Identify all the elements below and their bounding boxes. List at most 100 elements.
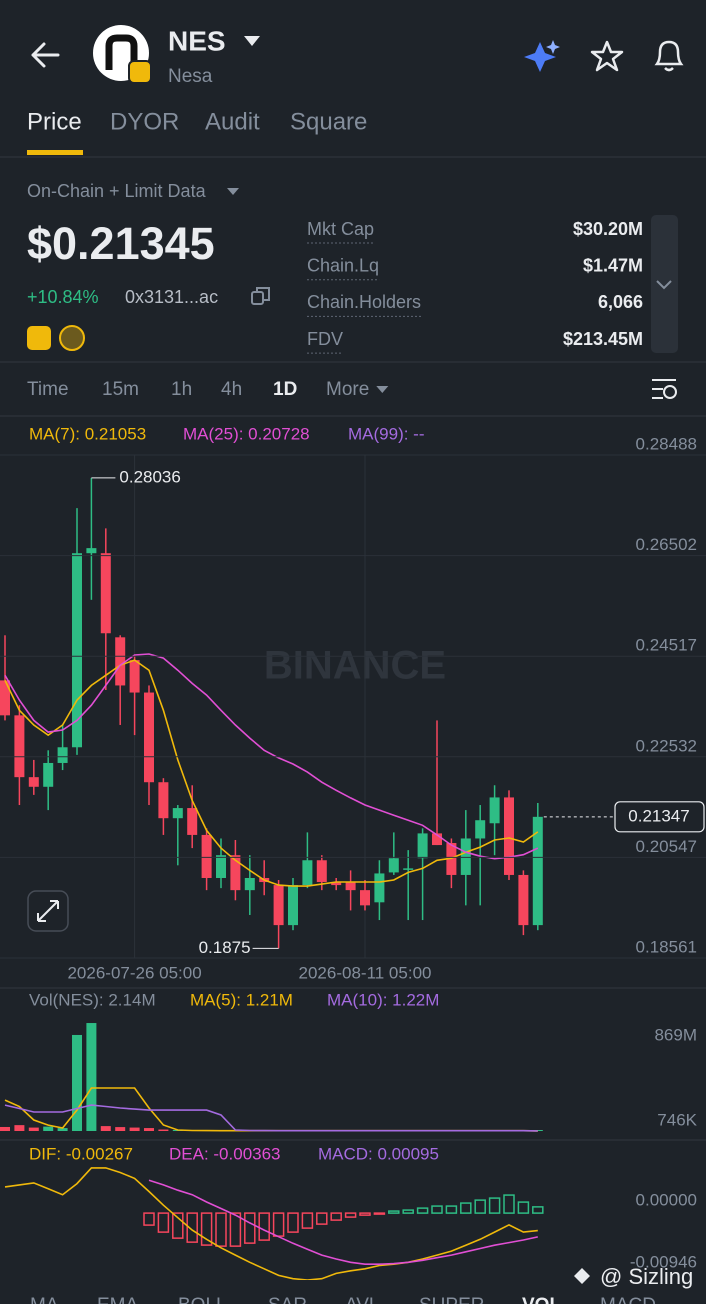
copy-button[interactable]: [251, 287, 270, 305]
source-dropdown[interactable]: [227, 188, 239, 195]
volume-bar: [129, 1127, 140, 1131]
macd-bar: [445, 1205, 458, 1214]
max-price-label: 0.28036: [119, 467, 180, 486]
interval[interactable]: 1D: [273, 379, 297, 400]
macd-bar: [431, 1205, 443, 1214]
macd-bar: [488, 1197, 501, 1214]
macd-bar: [244, 1212, 256, 1244]
volume-bar: [115, 1127, 126, 1131]
macd-bar: [215, 1212, 227, 1247]
candle-body: [504, 797, 514, 875]
volume-bar: [144, 1128, 154, 1131]
more-dropdown[interactable]: [376, 386, 389, 393]
macd-bar: [301, 1212, 314, 1229]
ma-line: [4, 659, 539, 887]
macd-bar: [402, 1209, 414, 1214]
macd-bar: [287, 1212, 299, 1233]
stat-label: Chain.Lq: [307, 255, 379, 275]
macd-bar: [200, 1212, 213, 1246]
tab[interactable]: DYOR: [110, 108, 179, 135]
credit-text: @ Sizling: [600, 1264, 693, 1289]
candle-body: [0, 680, 10, 716]
volume-bar: [0, 1126, 10, 1131]
stat-label: FDV: [307, 329, 343, 349]
interval[interactable]: Time: [27, 379, 69, 400]
tab[interactable]: Price: [27, 108, 82, 135]
volume-bar: [86, 1023, 97, 1131]
legend-item: MA(10): 1.22M: [327, 990, 439, 1009]
macd-bar: [316, 1212, 328, 1225]
indicator-tab[interactable]: MA: [30, 1295, 59, 1304]
stat-label: Mkt Cap: [307, 219, 374, 239]
candle-body: [388, 858, 399, 873]
tab[interactable]: Square: [290, 108, 367, 135]
candle-body: [158, 782, 169, 819]
price-change: +10.84%: [27, 287, 99, 307]
macd-bar: [532, 1206, 544, 1214]
expand-panel[interactable]: [651, 215, 678, 353]
macd-bar: [474, 1199, 486, 1214]
indicator-tab[interactable]: AVL: [345, 1295, 380, 1304]
token-symbol[interactable]: NES: [168, 25, 226, 56]
indicator-tab[interactable]: MACD: [600, 1295, 656, 1304]
legend-item: MA(25): 0.20728: [183, 424, 310, 443]
candle-body: [129, 660, 140, 693]
alert-button[interactable]: [654, 40, 684, 72]
indicator-tab[interactable]: EMA: [97, 1295, 139, 1304]
candle-body: [374, 873, 385, 903]
expand-chart[interactable]: [27, 890, 69, 932]
candle-body: [43, 762, 54, 787]
macd-line: [148, 1179, 538, 1265]
tab[interactable]: Audit: [205, 108, 260, 135]
candle-body: [28, 777, 39, 787]
y-tick-label: 746K: [657, 1110, 697, 1129]
symbol-dropdown[interactable]: [244, 36, 260, 46]
stat-value: 6,066: [598, 292, 643, 312]
indicator-tab[interactable]: SUPER: [419, 1295, 484, 1304]
macd-bar: [229, 1212, 242, 1247]
macd-bar: [272, 1212, 285, 1237]
active-tab-indicator: [27, 150, 83, 155]
indicator-tab[interactable]: BOLL: [178, 1295, 227, 1304]
macd-bar: [172, 1212, 184, 1239]
macd-bar: [416, 1207, 429, 1214]
data-source[interactable]: On-Chain + Limit Data: [27, 181, 207, 201]
candle-body: [288, 885, 298, 926]
indicator-tab[interactable]: VOL: [522, 1295, 561, 1304]
last-price-box: [614, 801, 705, 833]
interval[interactable]: 4h: [221, 379, 242, 400]
candle-body: [460, 838, 471, 875]
indicator-tab[interactable]: SAR: [268, 1295, 307, 1304]
candle-body: [14, 715, 25, 778]
y-tick-label: 0.26502: [636, 535, 697, 554]
interval[interactable]: 15m: [102, 379, 139, 400]
macd-bar: [503, 1194, 515, 1214]
candle-body: [201, 834, 212, 878]
volume-bar: [14, 1125, 25, 1131]
price-plot: [0, 455, 543, 958]
chart-settings[interactable]: [652, 379, 677, 399]
interval[interactable]: 1h: [171, 379, 192, 400]
expand-chevron[interactable]: [656, 280, 672, 290]
ai-button[interactable]: [524, 40, 560, 72]
macd-bar: [388, 1210, 400, 1214]
chain-badge: [27, 326, 51, 350]
macd-plot: [4, 1167, 544, 1280]
volume-bar: [57, 1128, 68, 1131]
x-tick-label: 2026-07-26 05:00: [67, 963, 201, 982]
candle-body: [532, 816, 543, 926]
candle-body: [72, 553, 82, 748]
favorite-button[interactable]: [590, 40, 624, 72]
macd-line: [4, 1167, 538, 1280]
volume-bar: [43, 1126, 54, 1131]
legend-item: DEA: -0.00363: [169, 1144, 281, 1163]
candle-body: [86, 548, 97, 554]
candle-body: [230, 855, 241, 891]
interval[interactable]: More: [326, 379, 369, 400]
candle-body: [432, 833, 442, 846]
legend-item: MACD: 0.00095: [318, 1144, 439, 1163]
legend-item: DIF: -0.00267: [29, 1144, 133, 1163]
macd-bar: [517, 1201, 530, 1214]
back-button[interactable]: [31, 42, 60, 68]
